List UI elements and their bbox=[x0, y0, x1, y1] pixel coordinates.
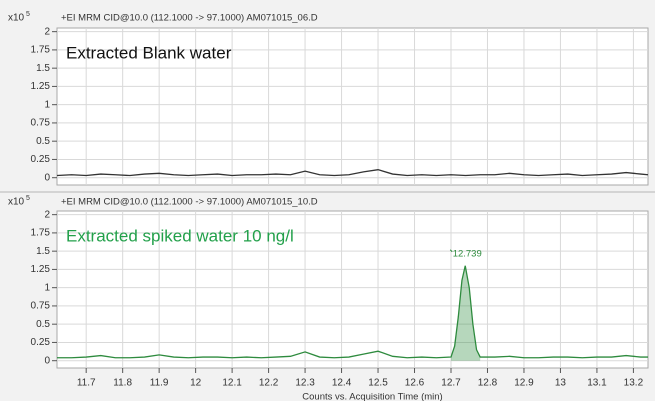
y-tick-label: 1.5 bbox=[36, 63, 50, 74]
y-tick-label: 0.75 bbox=[31, 118, 51, 129]
x-tick-label: 12.5 bbox=[368, 378, 388, 389]
trace-line bbox=[56, 169, 649, 177]
plot-area bbox=[56, 27, 649, 186]
y-scale-power: 5 bbox=[26, 11, 30, 18]
x-tick-label: 11.9 bbox=[150, 378, 169, 389]
y-scale-power: 5 bbox=[26, 195, 30, 202]
y-tick-label: 0.5 bbox=[36, 319, 50, 330]
peak-area bbox=[451, 265, 481, 361]
y-tick-label: 0.25 bbox=[31, 154, 51, 165]
x-tick-label: 12.8 bbox=[478, 378, 498, 389]
y-tick-label: 1.75 bbox=[31, 45, 51, 56]
x-tick-label: 12.6 bbox=[405, 378, 425, 389]
y-tick-label: 0.75 bbox=[31, 301, 51, 312]
x-tick-label: 12.4 bbox=[332, 378, 352, 389]
panel-title: +EI MRM CID@10.0 (112.1000 -> 97.1000) A… bbox=[61, 13, 318, 24]
x-tick-label: 12.3 bbox=[295, 378, 315, 389]
x-tick-label: 12.9 bbox=[514, 378, 534, 389]
trace-line bbox=[57, 265, 648, 359]
y-tick-label: 2 bbox=[44, 26, 50, 37]
y-scale-label: x10 bbox=[8, 197, 25, 208]
y-tick-label: 0 bbox=[44, 172, 50, 183]
peak-marker bbox=[449, 249, 453, 253]
x-tick-label: 12.1 bbox=[222, 378, 242, 389]
x-tick-label: 11.8 bbox=[113, 378, 132, 389]
x-tick-label: 13 bbox=[555, 378, 567, 389]
x-tick-label: 12 bbox=[190, 378, 202, 389]
y-scale-label: x10 bbox=[8, 13, 25, 24]
plot-area bbox=[56, 210, 649, 369]
panel-title: +EI MRM CID@10.0 (112.1000 -> 97.1000) A… bbox=[61, 197, 318, 208]
y-tick-label: 0.25 bbox=[31, 337, 51, 348]
y-tick-label: 1 bbox=[44, 282, 50, 293]
x-tick-label: 13.1 bbox=[587, 378, 607, 389]
x-tick-label: 12.7 bbox=[441, 378, 461, 389]
x-tick-label: 12.2 bbox=[259, 378, 279, 389]
x-tick-label: 13.2 bbox=[624, 378, 644, 389]
peak-label: 12.739 bbox=[453, 248, 482, 259]
y-tick-label: 2 bbox=[44, 209, 50, 220]
y-tick-label: 1.25 bbox=[31, 81, 51, 92]
y-tick-label: 1.75 bbox=[31, 228, 51, 239]
panel-annotation: Extracted Blank water bbox=[66, 43, 232, 62]
panel-annotation: Extracted spiked water 10 ng/l bbox=[66, 226, 294, 245]
y-tick-label: 0 bbox=[44, 355, 50, 366]
x-axis-label: Counts vs. Acquisition Time (min) bbox=[302, 392, 442, 401]
y-tick-label: 0.5 bbox=[36, 136, 50, 147]
y-tick-label: 1 bbox=[44, 99, 50, 110]
y-tick-label: 1.25 bbox=[31, 264, 51, 275]
x-tick-label: 11.7 bbox=[77, 378, 96, 389]
y-tick-label: 1.5 bbox=[36, 246, 50, 257]
